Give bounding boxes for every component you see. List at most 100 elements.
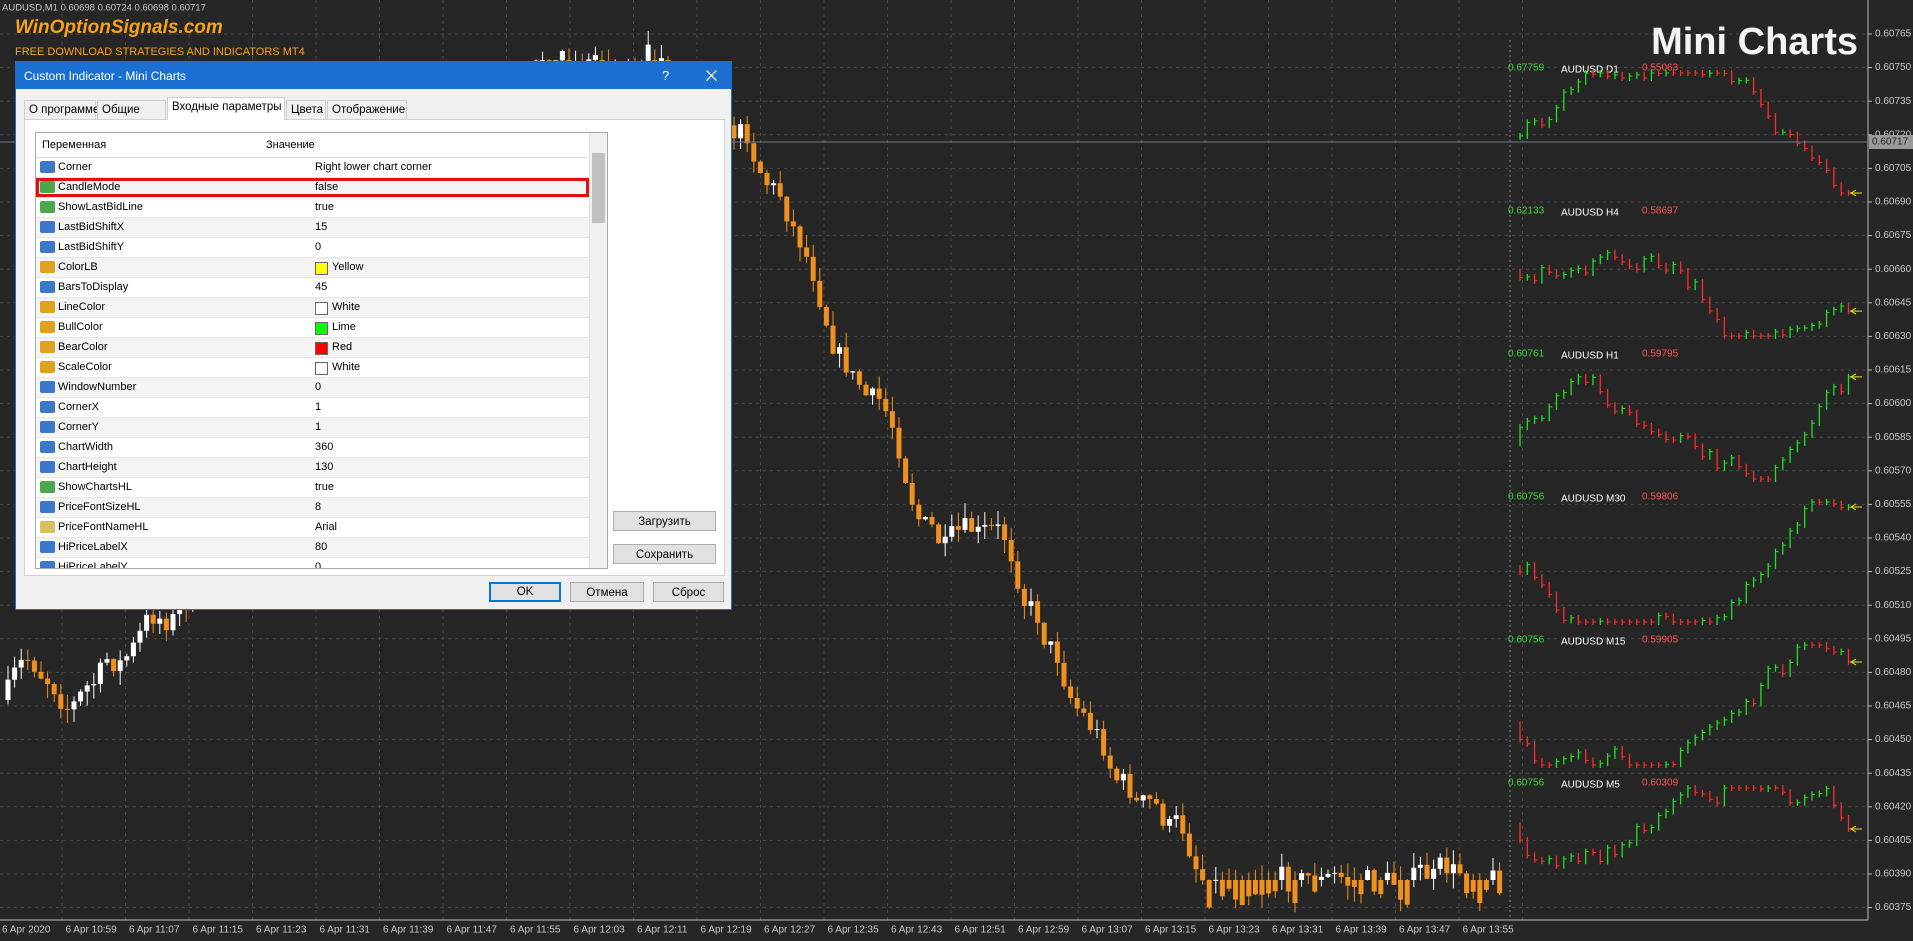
row-icon bbox=[40, 301, 55, 313]
price-label: 0.60465 bbox=[1875, 701, 1912, 712]
parameter-name: ShowChartsHL bbox=[58, 481, 132, 493]
color-swatch bbox=[315, 342, 328, 355]
candle-body bbox=[1074, 697, 1080, 709]
side-button[interactable]: Загрузить bbox=[613, 511, 716, 531]
close-button[interactable] bbox=[706, 70, 717, 81]
parameter-row[interactable]: WindowNumber 0 bbox=[36, 378, 607, 398]
parameter-value: 15 bbox=[315, 221, 328, 233]
parameter-row[interactable]: HiPriceLabelY 0 bbox=[36, 558, 607, 568]
scrollbar[interactable] bbox=[589, 133, 607, 568]
candle-body bbox=[942, 536, 948, 544]
time-label: 6 Apr 12:11 bbox=[637, 925, 688, 936]
parameter-value: true bbox=[315, 201, 334, 213]
price-label: 0.60525 bbox=[1875, 566, 1912, 577]
candle-body bbox=[1365, 870, 1371, 880]
candle-body bbox=[1266, 880, 1272, 894]
tab[interactable]: Цвета bbox=[286, 100, 326, 119]
column-header: Переменная bbox=[42, 139, 107, 151]
candle-body bbox=[1140, 795, 1146, 801]
dialog-button[interactable]: Отмена bbox=[570, 582, 644, 602]
candle-body bbox=[1233, 880, 1239, 900]
price-label: 0.60765 bbox=[1875, 29, 1912, 40]
parameter-name: ChartWidth bbox=[58, 441, 114, 453]
help-button[interactable]: ? bbox=[662, 68, 670, 83]
candle-body bbox=[1371, 870, 1377, 892]
time-label: 6 Apr 11:23 bbox=[256, 925, 307, 936]
parameter-row[interactable]: HiPriceLabelX 80 bbox=[36, 538, 607, 558]
candle-body bbox=[1490, 870, 1496, 880]
mini-high: 0.67759 bbox=[1508, 63, 1545, 74]
parameter-row[interactable]: PriceFontSizeHL 8 bbox=[36, 498, 607, 518]
candle-body bbox=[104, 658, 110, 663]
parameter-row[interactable]: Corner Right lower chart corner bbox=[36, 158, 607, 178]
tab[interactable]: Входные параметры bbox=[167, 97, 285, 120]
candle-body bbox=[91, 684, 97, 686]
parameter-row[interactable]: ChartWidth 360 bbox=[36, 438, 607, 458]
candle-body bbox=[78, 691, 84, 702]
candle-body bbox=[1417, 864, 1423, 868]
candle-body bbox=[1305, 873, 1311, 876]
color-swatch bbox=[315, 322, 328, 335]
parameter-row[interactable]: LineColor White bbox=[36, 298, 607, 318]
price-label: 0.60570 bbox=[1875, 465, 1912, 476]
tab[interactable]: Общие bbox=[97, 100, 166, 119]
price-label: 0.60390 bbox=[1875, 869, 1912, 880]
parameter-row[interactable]: ShowLastBidLine true bbox=[36, 198, 607, 218]
parameter-row[interactable]: CandleMode false bbox=[36, 178, 607, 198]
price-label: 0.60495 bbox=[1875, 633, 1912, 644]
candle-body bbox=[1021, 588, 1027, 606]
tab[interactable]: О программе bbox=[24, 100, 99, 119]
parameter-value: 0 bbox=[315, 241, 322, 253]
parameter-name: LastBidShiftX bbox=[58, 221, 125, 233]
parameter-row[interactable]: LastBidShiftY 0 bbox=[36, 238, 607, 258]
parameter-value: Right lower chart corner bbox=[315, 161, 432, 173]
row-icon bbox=[40, 161, 55, 173]
candle-body bbox=[1404, 880, 1410, 905]
tab[interactable]: Отображение bbox=[327, 100, 407, 119]
candle-body bbox=[1411, 867, 1417, 880]
parameter-row[interactable]: BullColor Lime bbox=[36, 318, 607, 338]
candle-body bbox=[744, 124, 750, 144]
dialog-button[interactable]: Сброс bbox=[653, 582, 724, 602]
parameter-name: CornerY bbox=[58, 421, 99, 433]
parameter-row[interactable]: LastBidShiftX 15 bbox=[36, 218, 607, 238]
candle-body bbox=[51, 684, 57, 695]
candle-body bbox=[1299, 873, 1305, 880]
time-label: 6 Apr 12:51 bbox=[955, 925, 1007, 936]
row-icon bbox=[40, 481, 55, 493]
parameter-row[interactable]: CornerX 1 bbox=[36, 398, 607, 418]
parameter-row[interactable]: ChartHeight 130 bbox=[36, 458, 607, 478]
candle-body bbox=[1081, 708, 1087, 713]
dialog-button[interactable]: OK bbox=[489, 582, 561, 602]
parameter-row[interactable]: CornerY 1 bbox=[36, 418, 607, 438]
candle-body bbox=[1312, 875, 1318, 892]
candle-body bbox=[1035, 601, 1041, 623]
parameter-value: 130 bbox=[315, 461, 334, 473]
candle-body bbox=[856, 371, 862, 385]
candle-body bbox=[658, 58, 664, 63]
parameter-name: PriceFontNameHL bbox=[58, 521, 149, 533]
parameter-row[interactable]: ShowChartsHL true bbox=[36, 478, 607, 498]
price-label: 0.60600 bbox=[1875, 398, 1912, 409]
parameter-value: true bbox=[315, 481, 334, 493]
parameter-row[interactable]: ColorLB Yellow bbox=[36, 258, 607, 278]
parameters-table: Переменная Значение Corner Right lower ch… bbox=[35, 132, 608, 569]
parameter-row[interactable]: BearColor Red bbox=[36, 338, 607, 358]
candle-body bbox=[784, 196, 790, 222]
overlay-title: Mini Charts bbox=[1651, 21, 1858, 63]
parameter-row[interactable]: ScaleColor White bbox=[36, 358, 607, 378]
candle-body bbox=[922, 517, 928, 520]
mini-label: AUDUSD M30 bbox=[1561, 494, 1626, 505]
candle-body bbox=[1008, 540, 1014, 562]
parameter-row[interactable]: PriceFontNameHL Arial bbox=[36, 518, 607, 538]
side-button[interactable]: Сохранить bbox=[613, 544, 716, 564]
parameter-name: PriceFontSizeHL bbox=[58, 501, 141, 513]
candle-body bbox=[25, 659, 31, 661]
candle-body bbox=[150, 614, 156, 624]
parameter-row[interactable]: BarsToDisplay 45 bbox=[36, 278, 607, 298]
candle-body bbox=[916, 504, 922, 520]
candle-body bbox=[592, 55, 598, 60]
price-label: 0.60705 bbox=[1875, 163, 1912, 174]
parameter-value: Lime bbox=[332, 321, 356, 333]
